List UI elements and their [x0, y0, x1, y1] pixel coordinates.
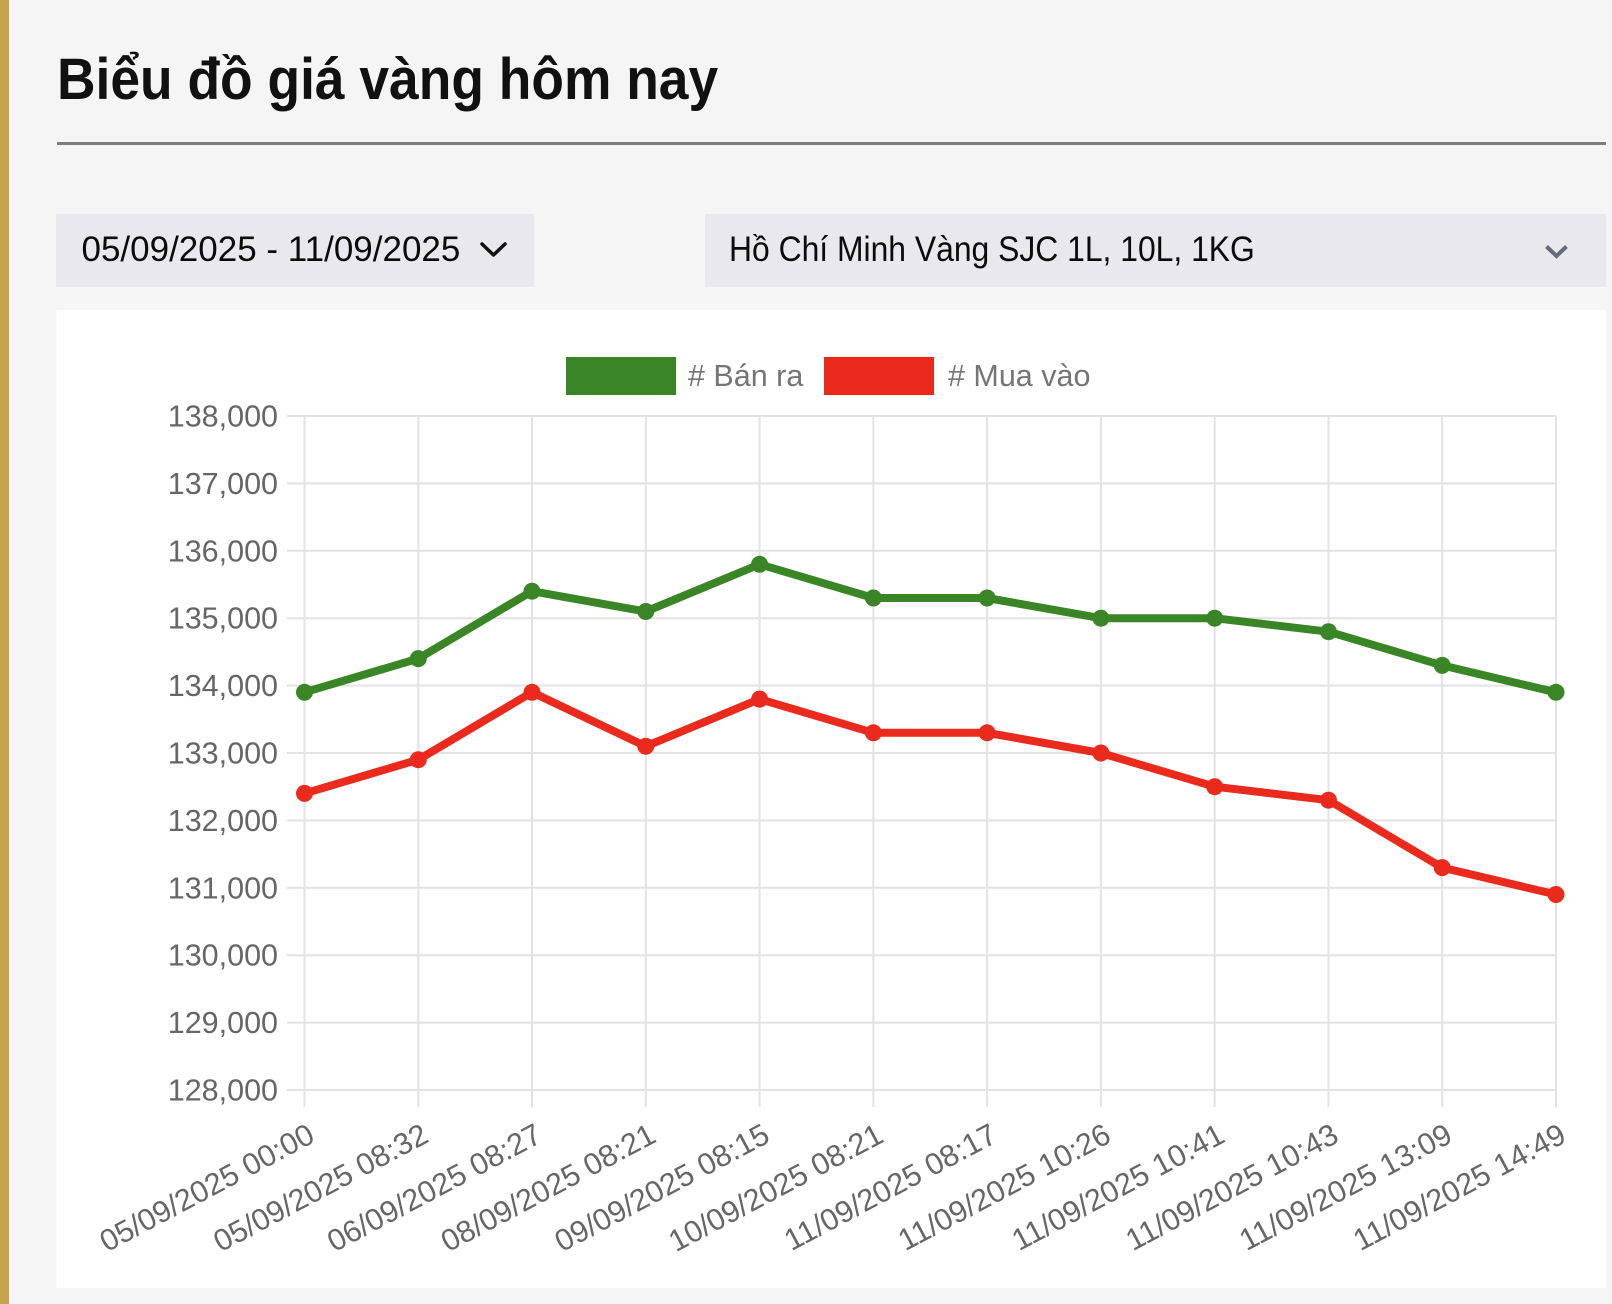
svg-text:130,000: 130,000 [168, 939, 278, 973]
svg-text:136,000: 136,000 [168, 534, 278, 568]
svg-text:# Bán ra: # Bán ra [688, 359, 803, 393]
svg-text:128,000: 128,000 [168, 1074, 278, 1108]
svg-text:138,000: 138,000 [168, 400, 278, 434]
svg-text:137,000: 137,000 [168, 467, 278, 501]
svg-text:129,000: 129,000 [168, 1006, 278, 1040]
svg-text:133,000: 133,000 [168, 737, 278, 771]
svg-text:131,000: 131,000 [168, 871, 278, 905]
svg-text:132,000: 132,000 [168, 804, 278, 838]
svg-text:134,000: 134,000 [168, 669, 278, 703]
svg-text:135,000: 135,000 [168, 602, 278, 636]
svg-text:# Mua vào: # Mua vào [948, 359, 1090, 393]
